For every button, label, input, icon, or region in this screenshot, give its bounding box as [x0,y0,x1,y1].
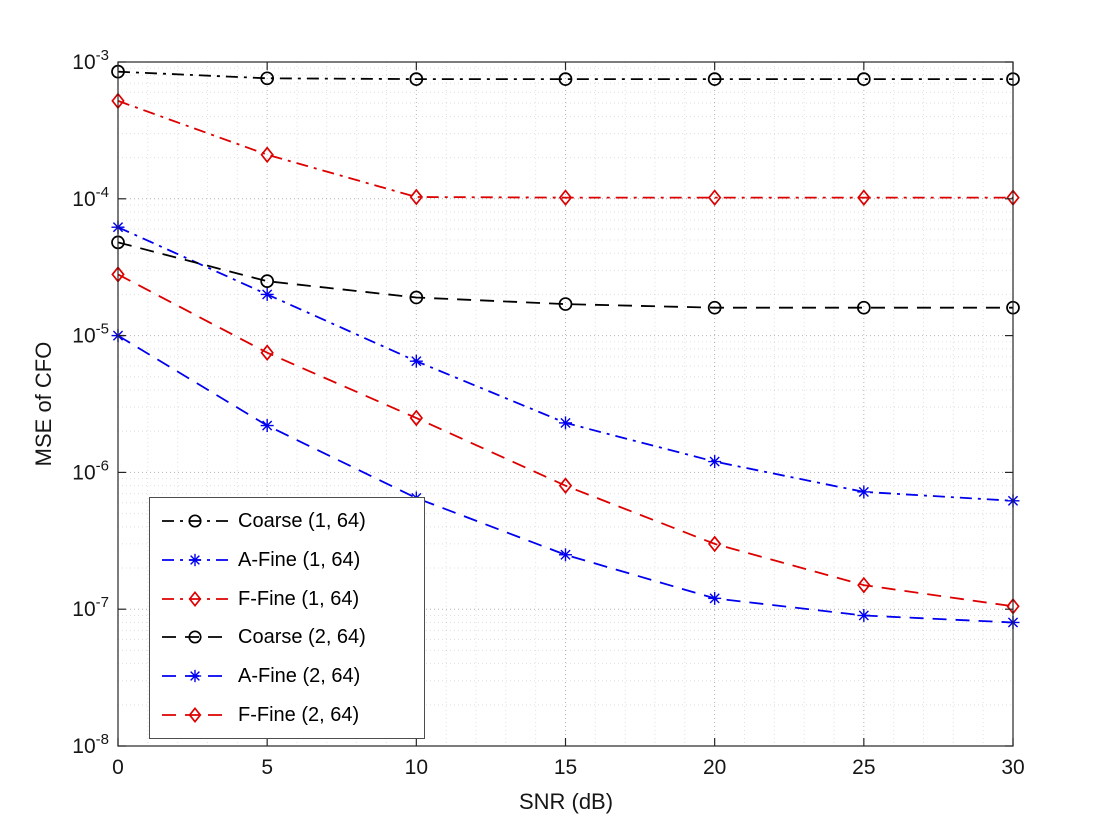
legend-entry: Coarse (1, 64) [160,509,418,533]
series-f-fine-1-64- [111,92,1020,206]
legend-label: A-Fine (2, 64) [238,664,361,687]
x-axis-label: SNR (dB) [518,789,614,814]
legend-label: A-Fine (1, 64) [238,548,361,571]
y-tick-label: 10-8 [72,731,109,758]
series-a-fine-1-64- [111,220,1020,508]
y-tick-label: 10-6 [72,457,109,484]
y-tick-label: 10-4 [72,184,109,211]
x-tick-label: 25 [852,756,875,779]
legend-entry: A-Fine (2, 64) [160,664,418,688]
axes-box [117,61,1014,747]
legend-entry: Coarse (2, 64) [160,625,418,649]
legend-sample-line [162,553,228,567]
series-f-fine-2-64- [111,266,1020,615]
x-tick-label: 0 [112,756,124,779]
legend-entry: F-Fine (2, 64) [160,703,418,727]
legend-label: Coarse (1, 64) [238,510,366,533]
legend-label: F-Fine (2, 64) [238,703,360,726]
y-tick-label: 10-3 [72,47,109,74]
x-tick-label: 30 [1001,756,1024,779]
y-tick-label: 10-5 [72,321,109,348]
legend-sample-line [162,669,228,683]
x-tick-label: 20 [703,756,726,779]
legend-sample-line [162,706,228,723]
legend-sample-line [162,630,228,644]
legend-entry: F-Fine (1, 64) [160,587,418,611]
legend-label: Coarse (2, 64) [238,626,366,649]
legend-sample-line [162,590,228,607]
x-tick-label: 10 [405,756,428,779]
x-tick-label: 5 [261,756,273,779]
legend-entry: A-Fine (1, 64) [160,548,418,572]
legend: Coarse (1, 64) A-Fine (1, 64) F-Fine (1, 6… [149,497,425,739]
y-axis-label: MSE of CFO [31,341,56,467]
y-tick-label: 10-7 [72,594,109,621]
legend-label: F-Fine (1, 64) [238,587,360,610]
x-tick-label: 15 [554,756,577,779]
legend-sample-line [162,514,228,528]
